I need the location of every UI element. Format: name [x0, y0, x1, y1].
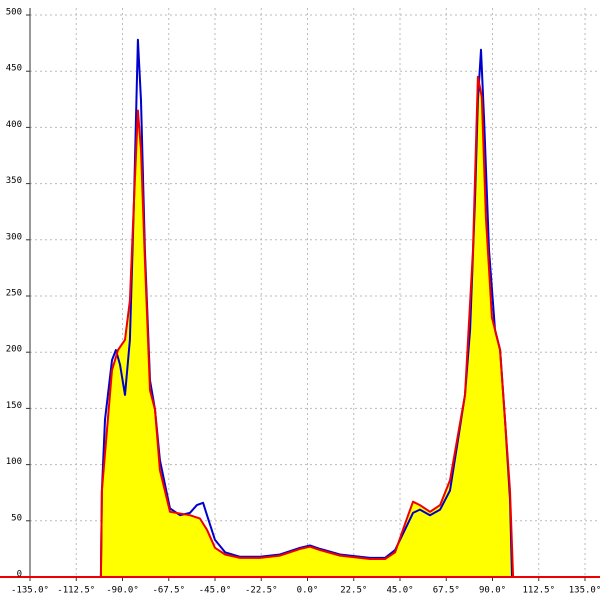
- x-tick-label: 0.0°: [297, 586, 319, 596]
- y-tick-label: 250: [6, 289, 22, 299]
- x-tick-label: 22.5°: [340, 586, 367, 596]
- y-tick-label: 400: [6, 120, 22, 130]
- x-tick-label: -22.5°: [245, 586, 278, 596]
- y-tick-label: 300: [6, 232, 22, 242]
- x-tick-label: -90.0°: [106, 586, 139, 596]
- x-tick-label: -135.0°: [11, 586, 49, 596]
- y-tick-label: 200: [6, 345, 22, 355]
- y-tick-label: 500: [6, 8, 22, 18]
- x-tick-label: 135.0°: [569, 586, 600, 596]
- x-tick-label: -112.5°: [57, 586, 95, 596]
- y-tick-label: 350: [6, 176, 22, 186]
- tick-labels: -135.0° -112.5° -90.0° -67.5° -45.0° -22.5° 0.…: [6, 8, 600, 596]
- area: [100, 76, 514, 578]
- y-tick-label: 450: [6, 64, 22, 74]
- x-tick-label: -67.5°: [152, 586, 185, 596]
- x-tick-label: -45.0°: [199, 586, 232, 596]
- y-tick-label: 50: [11, 513, 22, 523]
- x-tick-label: 45.0°: [386, 586, 413, 596]
- x-tick-label: 90.0°: [479, 586, 506, 596]
- x-tick-label: 112.5°: [522, 586, 555, 596]
- line: [99, 75, 515, 578]
- x-tick-label: 67.5°: [433, 586, 460, 596]
- y-tick-label: 100: [6, 457, 22, 467]
- y-tick-label: 0: [17, 570, 22, 580]
- plot-area: [99, 38, 515, 578]
- y-tick-label: 150: [6, 401, 22, 411]
